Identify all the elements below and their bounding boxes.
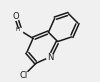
Text: Cl: Cl	[20, 71, 28, 80]
Circle shape	[12, 13, 20, 20]
Circle shape	[46, 54, 54, 61]
Circle shape	[18, 28, 23, 33]
Circle shape	[19, 71, 28, 80]
Text: N: N	[47, 52, 53, 62]
Text: H: H	[16, 27, 20, 32]
Text: O: O	[13, 12, 19, 21]
